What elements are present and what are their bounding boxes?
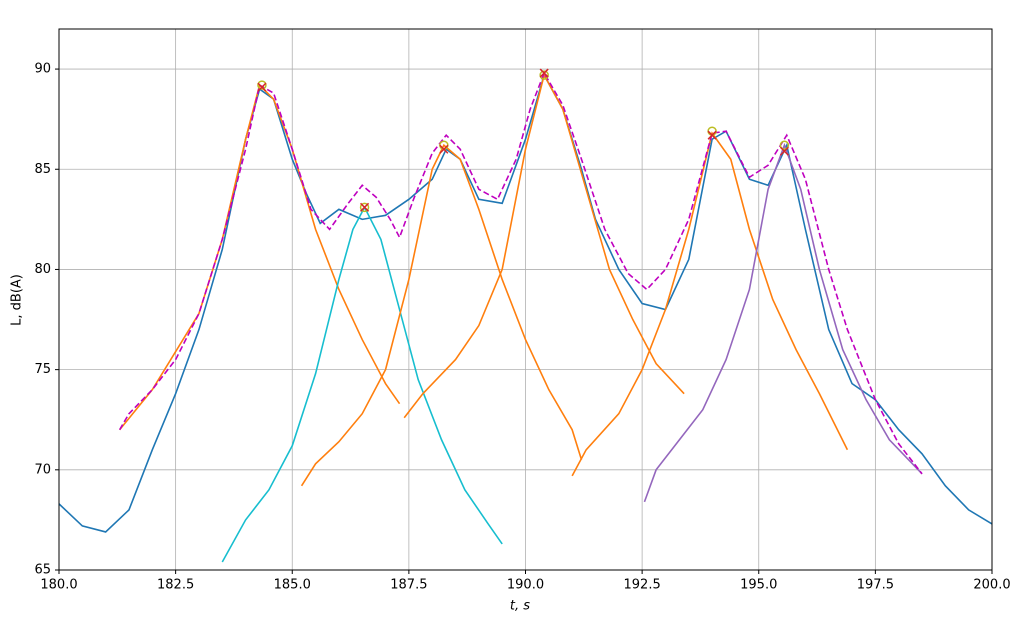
- x-tick-label: 185.0: [274, 578, 311, 593]
- y-tick-label: 85: [34, 162, 51, 177]
- x-tick-label: 195.0: [740, 578, 777, 593]
- peak-cross: [360, 202, 370, 212]
- y-tick-label: 65: [34, 563, 51, 578]
- x-tick-label: 192.5: [624, 578, 661, 593]
- peak-marker: [539, 70, 549, 80]
- x-tick-label: 190.0: [507, 578, 544, 593]
- peak-cross: [439, 144, 449, 154]
- peak-marker: [779, 140, 790, 150]
- level-line: [571, 131, 849, 477]
- peak-marker: [359, 202, 370, 213]
- peak-marker: [257, 80, 267, 90]
- x-tick-label: 200.0: [973, 578, 1010, 593]
- x-tick-label: 187.5: [390, 578, 427, 593]
- level-line: [119, 83, 401, 431]
- x-tick-label: 180.0: [40, 578, 77, 593]
- peak-cross: [539, 68, 549, 78]
- peak-cross: [257, 82, 267, 92]
- x-tick-label: 182.5: [157, 578, 194, 593]
- peak-cross: [779, 146, 789, 156]
- y-tick-label: 80: [34, 262, 51, 277]
- y-tick-label: 75: [34, 362, 51, 377]
- x-tick-label: 197.5: [857, 578, 894, 593]
- level-line: [221, 205, 503, 563]
- y-tick-label: 90: [34, 62, 51, 77]
- y-axis-label: L, dB(A): [10, 274, 25, 326]
- peak-cross: [707, 130, 717, 140]
- level-line: [300, 143, 583, 487]
- y-tick-label: 70: [34, 462, 51, 477]
- plot-frame: [58, 28, 993, 571]
- level-line: [643, 142, 923, 503]
- sum-line: [118, 71, 923, 475]
- x-axis-label: t, s: [510, 599, 530, 614]
